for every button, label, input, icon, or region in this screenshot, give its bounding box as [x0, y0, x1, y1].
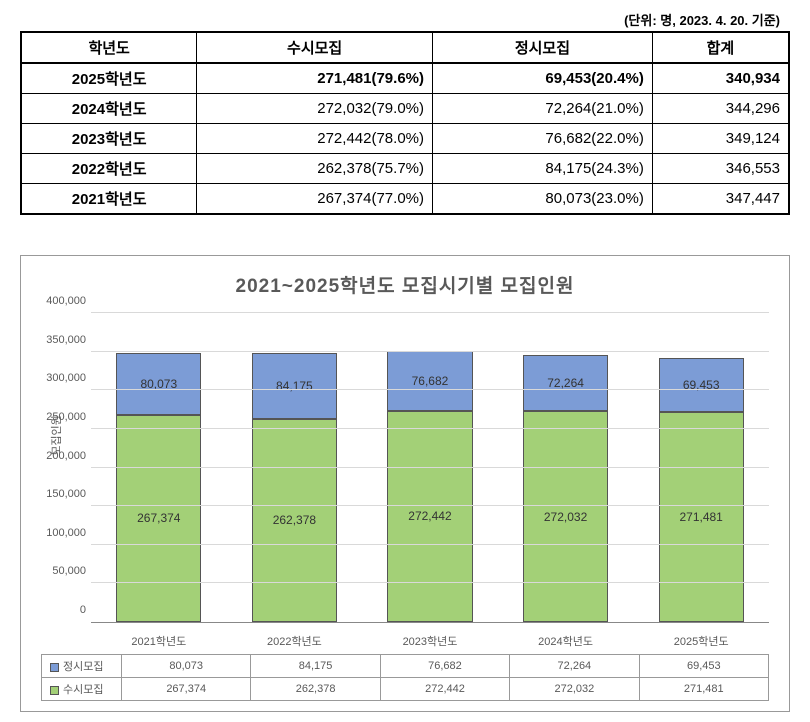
- cell-susi: 272,032(79.0%): [197, 94, 433, 124]
- y-tick-label: 300,000: [41, 372, 86, 384]
- swatch-green-icon: [50, 686, 59, 695]
- chart-container: 2021~2025학년도 모집시기별 모집인원 모집인원 267,37480,0…: [20, 255, 790, 712]
- grid-line: [91, 582, 769, 583]
- bar-group: 267,37480,073: [101, 313, 216, 622]
- bar-segment-jeongsi: 72,264: [523, 355, 608, 411]
- bar-segment-jeongsi: 80,073: [116, 353, 201, 415]
- bar-segment-susi: 262,378: [252, 419, 337, 622]
- y-tick-label: 0: [41, 604, 86, 616]
- y-tick-label: 400,000: [41, 295, 86, 307]
- bar-segment-jeongsi: 84,175: [252, 353, 337, 418]
- cell-year: 2025학년도: [21, 63, 197, 94]
- y-tick-label: 100,000: [41, 527, 86, 539]
- y-tick-label: 50,000: [41, 565, 86, 577]
- y-tick-label: 350,000: [41, 334, 86, 346]
- bar-group: 271,48169,453: [644, 313, 759, 622]
- y-tick-label: 200,000: [41, 450, 86, 462]
- cell-susi: 267,374(77.0%): [197, 184, 433, 215]
- bar-segment-susi: 272,032: [523, 411, 608, 622]
- legend-label-jeongsi: 정시모집: [42, 655, 122, 678]
- bar-segment-susi: 271,481: [659, 412, 744, 622]
- legend-val: 267,374: [122, 678, 251, 701]
- cell-jeongsi: 72,264(21.0%): [433, 94, 653, 124]
- bar-segment-susi: 272,442: [387, 411, 472, 622]
- table-row: 2021학년도267,374(77.0%)80,073(23.0%)347,44…: [21, 184, 789, 215]
- bar-segment-jeongsi: 69,453: [659, 358, 744, 412]
- legend-row-jeongsi: 정시모집 80,073 84,175 76,682 72,264 69,453: [42, 655, 769, 678]
- col-jeongsi: 정시모집: [433, 32, 653, 63]
- grid-line: [91, 389, 769, 390]
- legend-row-susi: 수시모집 267,374 262,378 272,442 272,032 271…: [42, 678, 769, 701]
- cell-susi: 271,481(79.6%): [197, 63, 433, 94]
- bar-group: 262,37884,175: [237, 313, 352, 622]
- data-table: 학년도 수시모집 정시모집 합계 2025학년도271,481(79.6%)69…: [20, 31, 790, 215]
- cell-total: 347,447: [652, 184, 789, 215]
- table-row: 2023학년도272,442(78.0%)76,682(22.0%)349,12…: [21, 124, 789, 154]
- grid-line: [91, 505, 769, 506]
- grid-line: [91, 351, 769, 352]
- bar-group: 272,44276,682: [372, 313, 487, 622]
- grid-line: [91, 312, 769, 313]
- legend-text-susi: 수시모집: [63, 684, 103, 696]
- y-tick-label: 250,000: [41, 411, 86, 423]
- cell-jeongsi: 76,682(22.0%): [433, 124, 653, 154]
- legend-val: 69,453: [639, 655, 768, 678]
- x-tick-label: 2024학년도: [508, 633, 623, 649]
- legend-val: 272,032: [510, 678, 639, 701]
- table-header-row: 학년도 수시모집 정시모집 합계: [21, 32, 789, 63]
- x-tick-label: 2025학년도: [644, 633, 759, 649]
- table-row: 2025학년도271,481(79.6%)69,453(20.4%)340,93…: [21, 63, 789, 94]
- x-axis-labels: 2021학년도 2022학년도 2023학년도 2024학년도 2025학년도: [91, 633, 769, 649]
- legend-table: 정시모집 80,073 84,175 76,682 72,264 69,453 …: [41, 654, 769, 701]
- cell-year: 2021학년도: [21, 184, 197, 215]
- legend-text-jeongsi: 정시모집: [63, 661, 103, 673]
- legend-val: 271,481: [639, 678, 768, 701]
- cell-year: 2024학년도: [21, 94, 197, 124]
- y-tick-label: 150,000: [41, 488, 86, 500]
- swatch-blue-icon: [50, 663, 59, 672]
- chart-title: 2021~2025학년도 모집시기별 모집인원: [41, 271, 769, 298]
- x-tick-label: 2022학년도: [237, 633, 352, 649]
- col-total: 합계: [652, 32, 789, 63]
- cell-jeongsi: 84,175(24.3%): [433, 154, 653, 184]
- cell-susi: 262,378(75.7%): [197, 154, 433, 184]
- unit-note: (단위: 명, 2023. 4. 20. 기준): [20, 10, 790, 29]
- grid-line: [91, 467, 769, 468]
- grid-line: [91, 428, 769, 429]
- legend-val: 84,175: [251, 655, 380, 678]
- legend-val: 272,442: [380, 678, 509, 701]
- x-tick-label: 2021학년도: [101, 633, 216, 649]
- cell-jeongsi: 80,073(23.0%): [433, 184, 653, 215]
- bar-segment-susi: 267,374: [116, 415, 201, 622]
- cell-total: 346,553: [652, 154, 789, 184]
- cell-year: 2022학년도: [21, 154, 197, 184]
- legend-val: 76,682: [380, 655, 509, 678]
- bar-group: 272,03272,264: [508, 313, 623, 622]
- col-year: 학년도: [21, 32, 197, 63]
- x-tick-label: 2023학년도: [372, 633, 487, 649]
- cell-susi: 272,442(78.0%): [197, 124, 433, 154]
- legend-label-susi: 수시모집: [42, 678, 122, 701]
- legend-val: 72,264: [510, 655, 639, 678]
- chart-plot: 267,37480,073262,37884,175272,44276,6822…: [91, 313, 769, 623]
- legend-val: 262,378: [251, 678, 380, 701]
- table-row: 2024학년도272,032(79.0%)72,264(21.0%)344,29…: [21, 94, 789, 124]
- cell-total: 349,124: [652, 124, 789, 154]
- cell-total: 344,296: [652, 94, 789, 124]
- grid-line: [91, 544, 769, 545]
- chart-bars: 267,37480,073262,37884,175272,44276,6822…: [91, 313, 769, 622]
- bar-segment-jeongsi: 76,682: [387, 351, 472, 410]
- cell-total: 340,934: [652, 63, 789, 94]
- col-susi: 수시모집: [197, 32, 433, 63]
- cell-year: 2023학년도: [21, 124, 197, 154]
- chart-area: 모집인원 267,37480,073262,37884,175272,44276…: [91, 313, 769, 623]
- cell-jeongsi: 69,453(20.4%): [433, 63, 653, 94]
- legend-val: 80,073: [122, 655, 251, 678]
- table-row: 2022학년도262,378(75.7%)84,175(24.3%)346,55…: [21, 154, 789, 184]
